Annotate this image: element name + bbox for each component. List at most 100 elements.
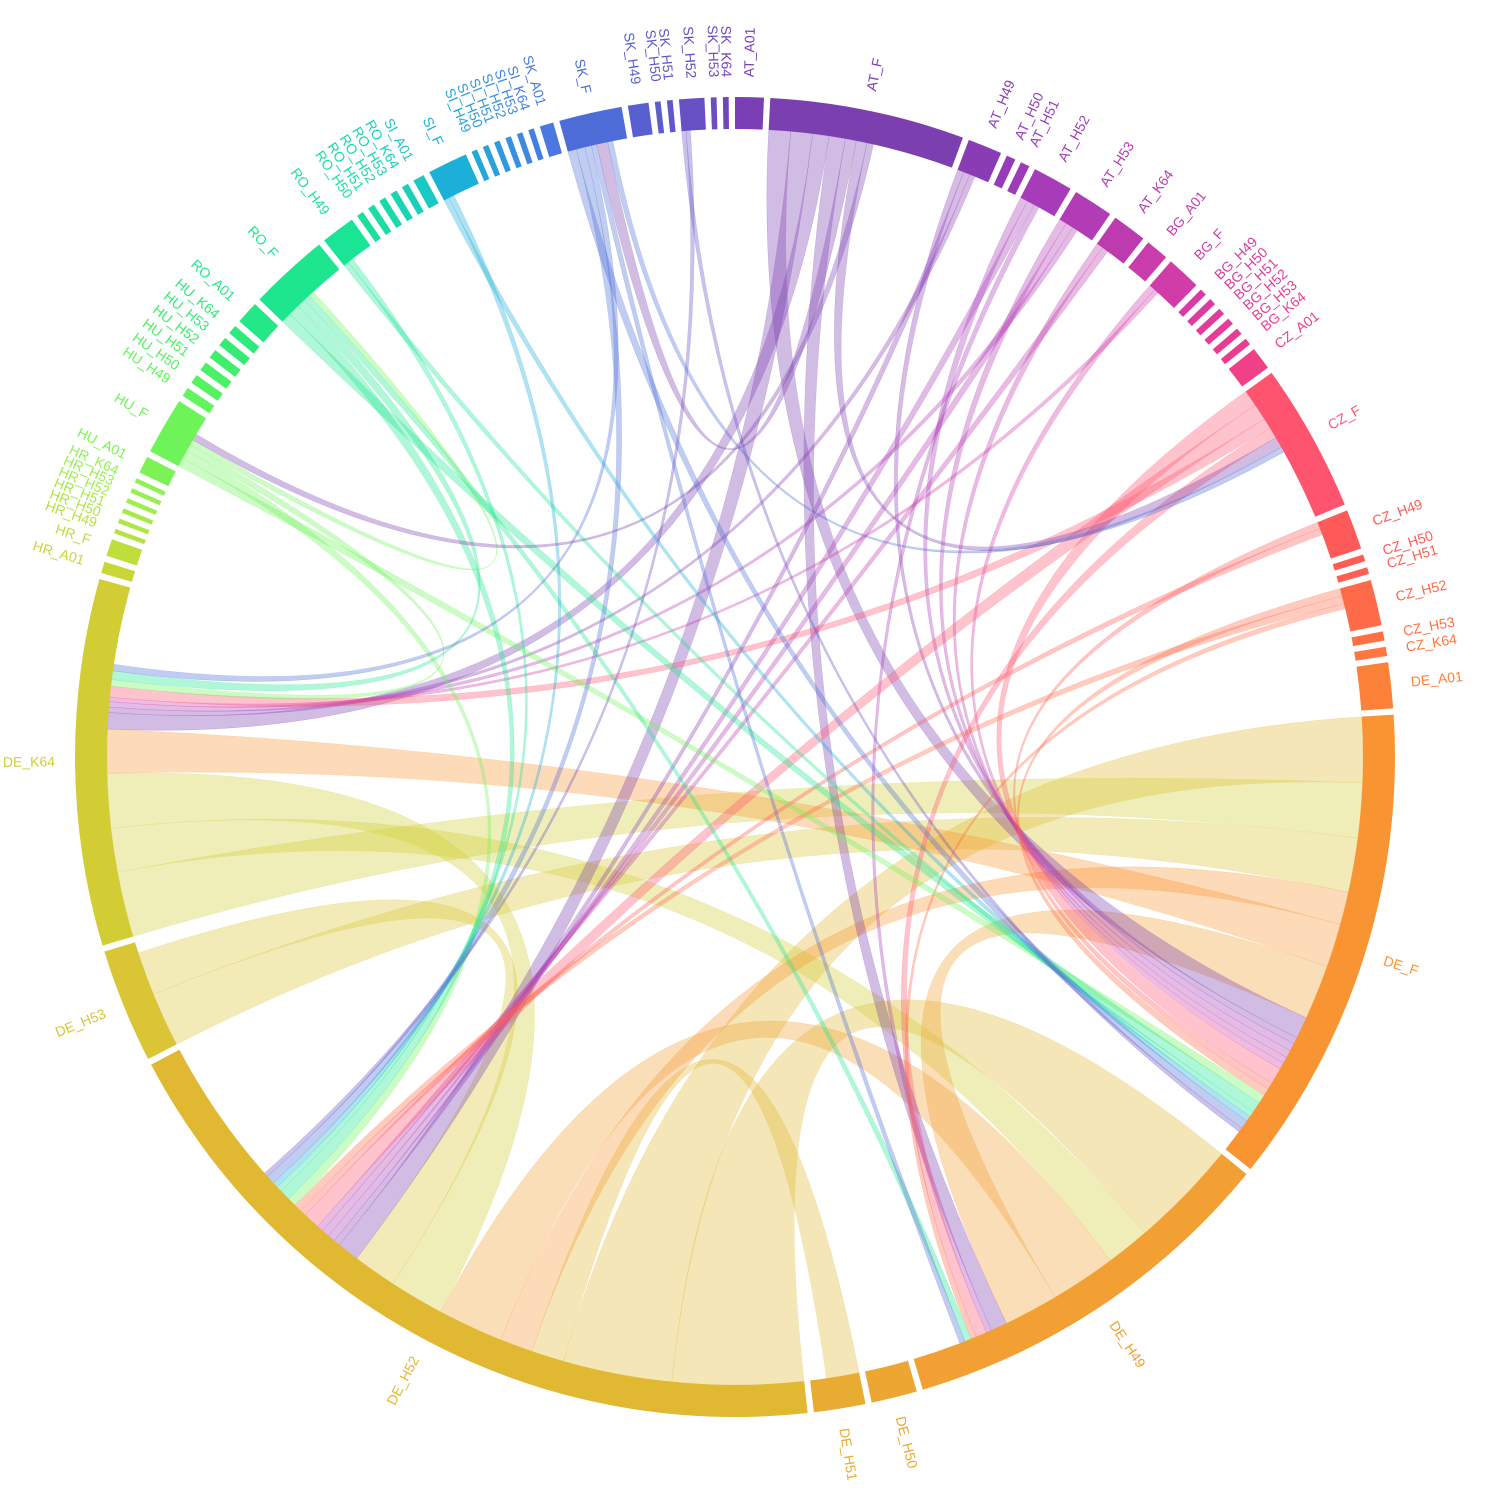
- group-arc: [429, 154, 479, 201]
- group-label: DE_F: [1382, 952, 1421, 978]
- group-arc: [710, 97, 718, 130]
- group-label: SK_F: [572, 57, 595, 95]
- group-label: DE_A01: [1410, 668, 1464, 690]
- ribbon: [952, 243, 1287, 1064]
- group-arc: [259, 244, 340, 322]
- ribbon: [107, 133, 830, 731]
- group-arc: [494, 140, 511, 173]
- ribbon: [106, 728, 1341, 967]
- group-arc: [368, 204, 392, 236]
- group-arc: [1228, 349, 1268, 387]
- group-arc: [117, 518, 150, 535]
- ribbon: [137, 899, 518, 1285]
- group-arc: [219, 337, 250, 366]
- ribbon: [591, 144, 966, 1344]
- ribbon: [563, 716, 1364, 1383]
- group-arc: [528, 128, 544, 161]
- group-arc: [993, 155, 1016, 189]
- group-arc: [559, 106, 628, 152]
- group-arc: [239, 304, 279, 343]
- group-arc: [810, 1372, 866, 1413]
- group-label: DE_H53: [53, 1005, 108, 1040]
- ribbon: [267, 146, 622, 1184]
- group-arc: [957, 139, 1002, 183]
- group-arc: [627, 102, 653, 138]
- group-label: SK_H50: [643, 29, 665, 83]
- group-label: SK_H49: [621, 31, 645, 85]
- group-arc: [401, 183, 424, 215]
- group-arc: [114, 528, 146, 545]
- group-label: SI_F: [420, 114, 447, 148]
- group-label: SK_K64: [718, 26, 735, 78]
- ribbon: [1016, 588, 1343, 1096]
- group-label: RO_F: [245, 223, 282, 261]
- group-label: AT_F: [863, 57, 885, 93]
- group-arc: [1317, 510, 1362, 559]
- group-arc: [1220, 338, 1250, 365]
- group-arc: [1195, 308, 1225, 336]
- ribbon: [110, 818, 1146, 1261]
- group-arc: [1096, 217, 1144, 264]
- ribbons: [106, 129, 1364, 1386]
- group-label: AT_H53: [1096, 138, 1137, 189]
- group-arc: [134, 478, 166, 496]
- group-arc: [357, 211, 381, 243]
- group-arc: [379, 197, 403, 229]
- group-arc: [413, 175, 439, 209]
- group-label: CZ_H52: [1394, 576, 1449, 604]
- group-arc: [191, 375, 223, 401]
- group-arc: [1204, 318, 1233, 345]
- ribbon: [996, 391, 1281, 1084]
- group-arc: [101, 561, 136, 582]
- group-arc: [324, 219, 371, 266]
- group-arc: [151, 1049, 808, 1418]
- group-label: DE_H51: [836, 1427, 860, 1482]
- group-label: BG_F: [1191, 225, 1228, 263]
- group-arc: [1332, 554, 1366, 571]
- group-label: HU_F: [112, 389, 152, 421]
- group-arc: [1225, 714, 1395, 1170]
- group-arc: [1336, 567, 1370, 583]
- group-arc: [865, 1360, 917, 1403]
- ribbon: [671, 999, 1223, 1386]
- group-label: DE_K64: [3, 753, 55, 769]
- group-arc: [666, 99, 676, 133]
- group-arc: [121, 508, 154, 525]
- group-label: AT_K64: [1134, 166, 1177, 215]
- ribbon: [596, 138, 857, 450]
- group-label: DE_H49: [1106, 1318, 1149, 1371]
- group-arc: [1351, 631, 1385, 647]
- ribbon: [276, 258, 528, 1192]
- group-arc: [182, 388, 215, 414]
- group-label: AT_A01: [741, 27, 758, 77]
- ribbon: [300, 528, 1323, 1216]
- ribbon: [567, 149, 1248, 1129]
- ribbon: [500, 866, 1349, 1352]
- group-arc: [104, 942, 177, 1060]
- group-arc: [229, 325, 260, 354]
- group-arc: [200, 362, 232, 389]
- group-arc: [1339, 579, 1382, 632]
- group-label: SK_H52: [680, 26, 699, 79]
- ribbon: [294, 595, 1345, 1211]
- group-arc: [482, 144, 501, 177]
- group-label: CZ_F: [1325, 402, 1363, 433]
- ribbon: [834, 140, 1282, 552]
- group-arc: [1020, 169, 1071, 217]
- ribbon: [901, 427, 1277, 1338]
- group-arc: [539, 122, 563, 158]
- group-arc: [516, 132, 533, 165]
- group-arc: [1059, 191, 1111, 241]
- group-arc: [1354, 646, 1388, 661]
- group-arc: [390, 190, 413, 222]
- group-arc: [74, 579, 134, 946]
- group-arc: [126, 498, 158, 515]
- group-arc: [678, 97, 706, 132]
- group-arc: [1212, 328, 1242, 355]
- group-label: DE_H50: [893, 1415, 921, 1470]
- group-label: CZ_H49: [1370, 496, 1425, 529]
- group-arc: [1245, 372, 1345, 517]
- group-arc: [130, 488, 162, 506]
